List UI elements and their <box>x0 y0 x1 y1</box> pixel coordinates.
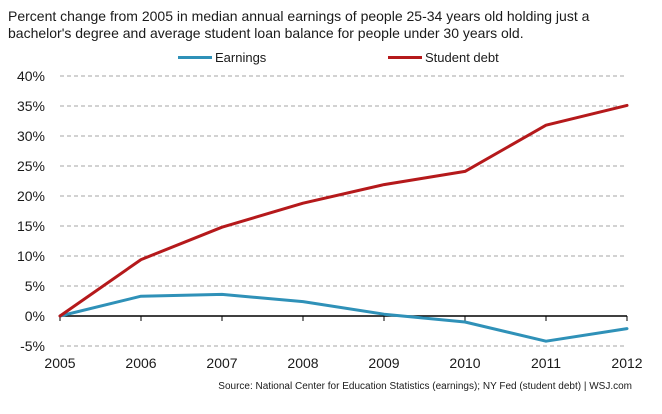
x-tick-label-2012: 2012 <box>611 355 642 371</box>
legend-item-student-debt: Student debt <box>388 50 499 65</box>
y-tick-label-0: 0% <box>25 308 45 324</box>
chart-title: Percent change from 2005 in median annua… <box>8 8 590 41</box>
y-tick-label-30: 30% <box>17 128 45 144</box>
y-tick-label-5: 5% <box>25 278 45 294</box>
x-tick-label-2007: 2007 <box>206 355 237 371</box>
x-tick-label-2009: 2009 <box>368 355 399 371</box>
legend-label-earnings: Earnings <box>215 50 267 65</box>
y-tick-label-40: 40% <box>17 68 45 84</box>
y-tick-label-35: 35% <box>17 98 45 114</box>
y-tick-label-20: 20% <box>17 188 45 204</box>
y-tick-label-25: 25% <box>17 158 45 174</box>
x-tick-label-2010: 2010 <box>449 355 480 371</box>
x-tick-label-2011: 2011 <box>531 355 561 371</box>
legend-item-earnings: Earnings <box>178 50 266 65</box>
y-tick-label-neg5: -5% <box>20 338 45 354</box>
series-line-student-debt <box>58 103 629 318</box>
x-tick-label-2005: 2005 <box>44 355 75 371</box>
y-tick-label-15: 15% <box>17 218 45 234</box>
legend-swatch-student-debt <box>388 56 422 59</box>
source-note: Source: National Center for Education St… <box>218 381 632 392</box>
legend-label-student-debt: Student debt <box>425 50 499 65</box>
legend: Earnings Student debt <box>0 50 662 66</box>
legend-swatch-earnings <box>178 56 212 59</box>
x-tick-label-2008: 2008 <box>287 355 318 371</box>
series-line-earnings <box>58 292 629 343</box>
x-tick-label-2006: 2006 <box>125 355 156 371</box>
y-tick-label-10: 10% <box>17 248 45 264</box>
